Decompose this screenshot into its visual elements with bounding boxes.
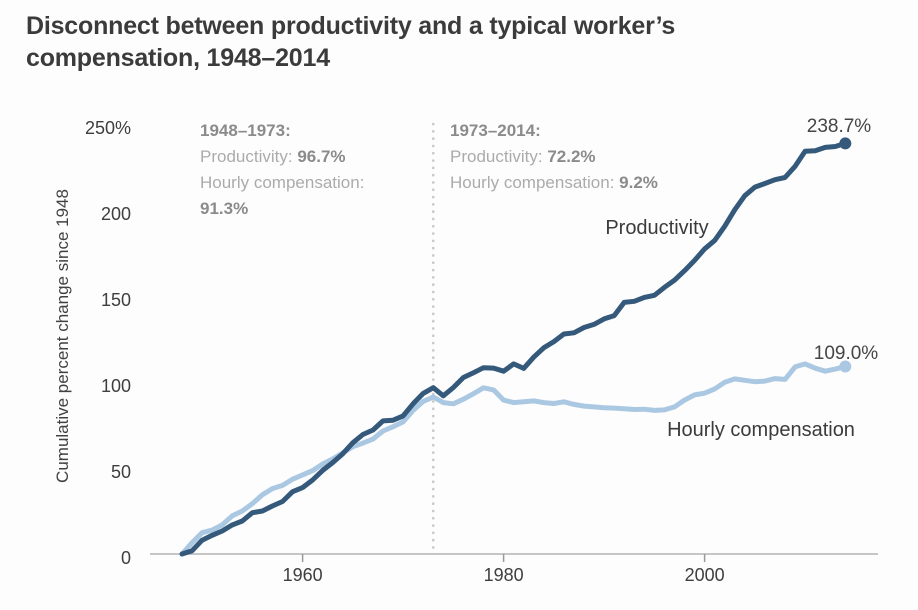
y-tick-label-200: 200	[100, 204, 131, 224]
annotation-text: Hourly compensation:	[450, 173, 620, 192]
x-tick-label-1960: 1960	[282, 565, 323, 585]
y-tick-label-0: 0	[120, 548, 131, 568]
annotation-text: Productivity:	[200, 147, 298, 166]
annotation-value: 9.2%	[619, 173, 658, 192]
y-tick-label-50: 50	[110, 462, 131, 482]
hourly-compensation-end-dot	[839, 360, 852, 373]
annotation-value: 96.7%	[297, 147, 346, 166]
annotation-1948-1973: 1948–1973: Productivity: 96.7% Hourly comp…	[200, 118, 364, 222]
x-tick-label-1980: 1980	[483, 565, 524, 585]
y-tick-label-150: 150	[100, 290, 131, 310]
chart-title: Disconnect between productivity and a ty…	[26, 10, 675, 74]
productivity-end-dot	[839, 137, 852, 150]
hourly-compensation-line	[179, 361, 848, 557]
chart-title-line1: Disconnect between productivity and a ty…	[26, 12, 676, 40]
annotation-line: 1973–2014:	[450, 118, 658, 144]
chart-title-line2: compensation, 1948–2014	[26, 44, 330, 72]
annotation-line: Hourly compensation: 9.2%	[450, 170, 658, 196]
annotation-value: 72.2%	[547, 147, 596, 166]
annotation-line: 1948–1973:	[200, 118, 364, 144]
productivity-line	[179, 140, 848, 557]
compensation-series-label: Hourly compensation	[667, 419, 855, 441]
annotation-line: Productivity: 96.7%	[200, 144, 364, 170]
annotation-text: Productivity:	[450, 147, 548, 166]
annotation-line: Productivity: 72.2%	[450, 144, 658, 170]
annotation-1973-2014: 1973–2014: Productivity: 72.2% Hourly comp…	[450, 118, 658, 196]
annotation-value: 1948–1973:	[200, 121, 291, 140]
annotation-text: Hourly compensation:	[200, 173, 365, 192]
annotation-value: 91.3%	[200, 199, 249, 218]
x-tick-label-2000: 2000	[684, 565, 725, 585]
productivity-end-value-label: 238.7%	[806, 116, 872, 137]
annotation-line: Hourly compensation:	[200, 170, 364, 196]
productivity-series-label: Productivity	[605, 217, 709, 239]
y-tick-label-100: 100	[100, 376, 131, 396]
annotation-line: 91.3%	[200, 196, 364, 222]
annotation-value: 1973–2014:	[450, 121, 541, 140]
y-tick-label-250: 250%	[84, 118, 131, 138]
compensation-end-value-label: 109.0%	[813, 343, 879, 364]
